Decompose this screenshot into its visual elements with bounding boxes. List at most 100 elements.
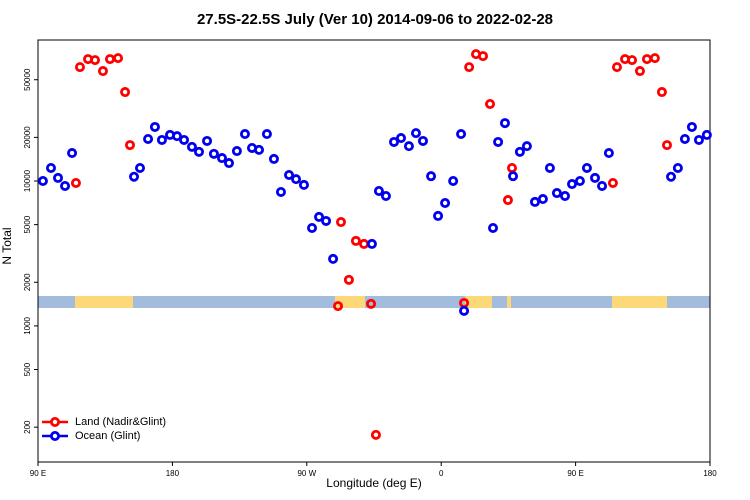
legend-label: Ocean (Glint) [75, 430, 140, 442]
y-tick-label: 200 [23, 420, 32, 434]
data-point [358, 238, 369, 249]
data-point [156, 134, 167, 145]
data-point [366, 238, 377, 249]
data-point [529, 196, 540, 207]
y-axis-label: N Total [0, 227, 14, 264]
data-point [314, 211, 325, 222]
data-point [124, 140, 135, 151]
data-point [396, 133, 407, 144]
data-point [410, 128, 421, 139]
data-point [502, 195, 513, 206]
data-point [488, 222, 499, 233]
y-tick-label: 1000 [23, 316, 32, 334]
data-point [333, 301, 344, 312]
data-point [179, 134, 190, 145]
data-point [590, 172, 601, 183]
data-point [649, 53, 660, 64]
data-point [433, 210, 444, 221]
data-point [373, 186, 384, 197]
plot-frame [37, 39, 711, 463]
data-point [672, 162, 683, 173]
data-point [307, 222, 318, 233]
data-point [298, 179, 309, 190]
data-point [551, 188, 562, 199]
y-tick-label: 2000 [23, 273, 32, 291]
data-point [104, 54, 115, 65]
data-point [686, 121, 697, 132]
data-point [193, 146, 204, 157]
data-point [456, 129, 467, 140]
data-point [208, 148, 219, 159]
data-point [656, 87, 667, 98]
data-point [149, 121, 160, 132]
data-point [120, 87, 131, 98]
data-point [464, 62, 475, 73]
data-point [129, 171, 140, 182]
legend-marker [50, 430, 61, 441]
data-point [291, 174, 302, 185]
data-point [459, 305, 470, 316]
data-point [440, 197, 451, 208]
y-tick-label: 500 [23, 362, 32, 376]
data-point [574, 176, 585, 187]
data-point [693, 134, 704, 145]
data-point [493, 136, 504, 147]
data-point [343, 274, 354, 285]
data-point [350, 235, 361, 246]
data-point [216, 153, 227, 164]
data-point [521, 141, 532, 152]
y-tick-label: 50000 [23, 68, 32, 91]
data-point [627, 55, 638, 66]
data-point [90, 55, 101, 66]
data-point [389, 136, 400, 147]
data-point [499, 118, 510, 129]
data-point [231, 146, 242, 157]
data-point [514, 146, 525, 157]
data-point [202, 135, 213, 146]
data-point [701, 129, 712, 140]
data-point [506, 162, 517, 173]
data-point [223, 158, 234, 169]
legend-label: Land (Nadir&Glint) [75, 416, 166, 428]
data-point [611, 62, 622, 73]
data-point [70, 177, 81, 188]
data-point [634, 66, 645, 77]
data-point [544, 162, 555, 173]
x-tick-label: 180 [166, 469, 180, 478]
data-point [537, 194, 548, 205]
x-tick-label: 180 [703, 469, 717, 478]
data-point [268, 153, 279, 164]
data-point [143, 133, 154, 144]
data-point [60, 180, 71, 191]
data-point [641, 54, 652, 65]
data-point [261, 129, 272, 140]
data-point [508, 171, 519, 182]
data-point [426, 171, 437, 182]
data-point [321, 215, 332, 226]
data-point [597, 180, 608, 191]
data-point [284, 170, 295, 181]
y-tick-label: 10000 [23, 169, 32, 192]
data-point [370, 429, 381, 440]
data-point [134, 162, 145, 173]
data-point [186, 141, 197, 152]
data-point [53, 172, 64, 183]
data-point [113, 53, 124, 64]
data-point [97, 66, 108, 77]
data-point [403, 141, 414, 152]
data-point [485, 98, 496, 109]
data-point [335, 217, 346, 228]
data-point [45, 162, 56, 173]
y-tick-label: 20000 [23, 126, 32, 149]
data-point [559, 190, 570, 201]
data-point [254, 144, 265, 155]
data-point [366, 298, 377, 309]
data-point [666, 171, 677, 182]
data-point [448, 176, 459, 187]
data-point [417, 135, 428, 146]
data-point [172, 131, 183, 142]
chart-title: 27.5S-22.5S July (Ver 10) 2014-09-06 to … [197, 11, 553, 28]
x-tick-label: 0 [439, 469, 444, 478]
data-point [275, 186, 286, 197]
